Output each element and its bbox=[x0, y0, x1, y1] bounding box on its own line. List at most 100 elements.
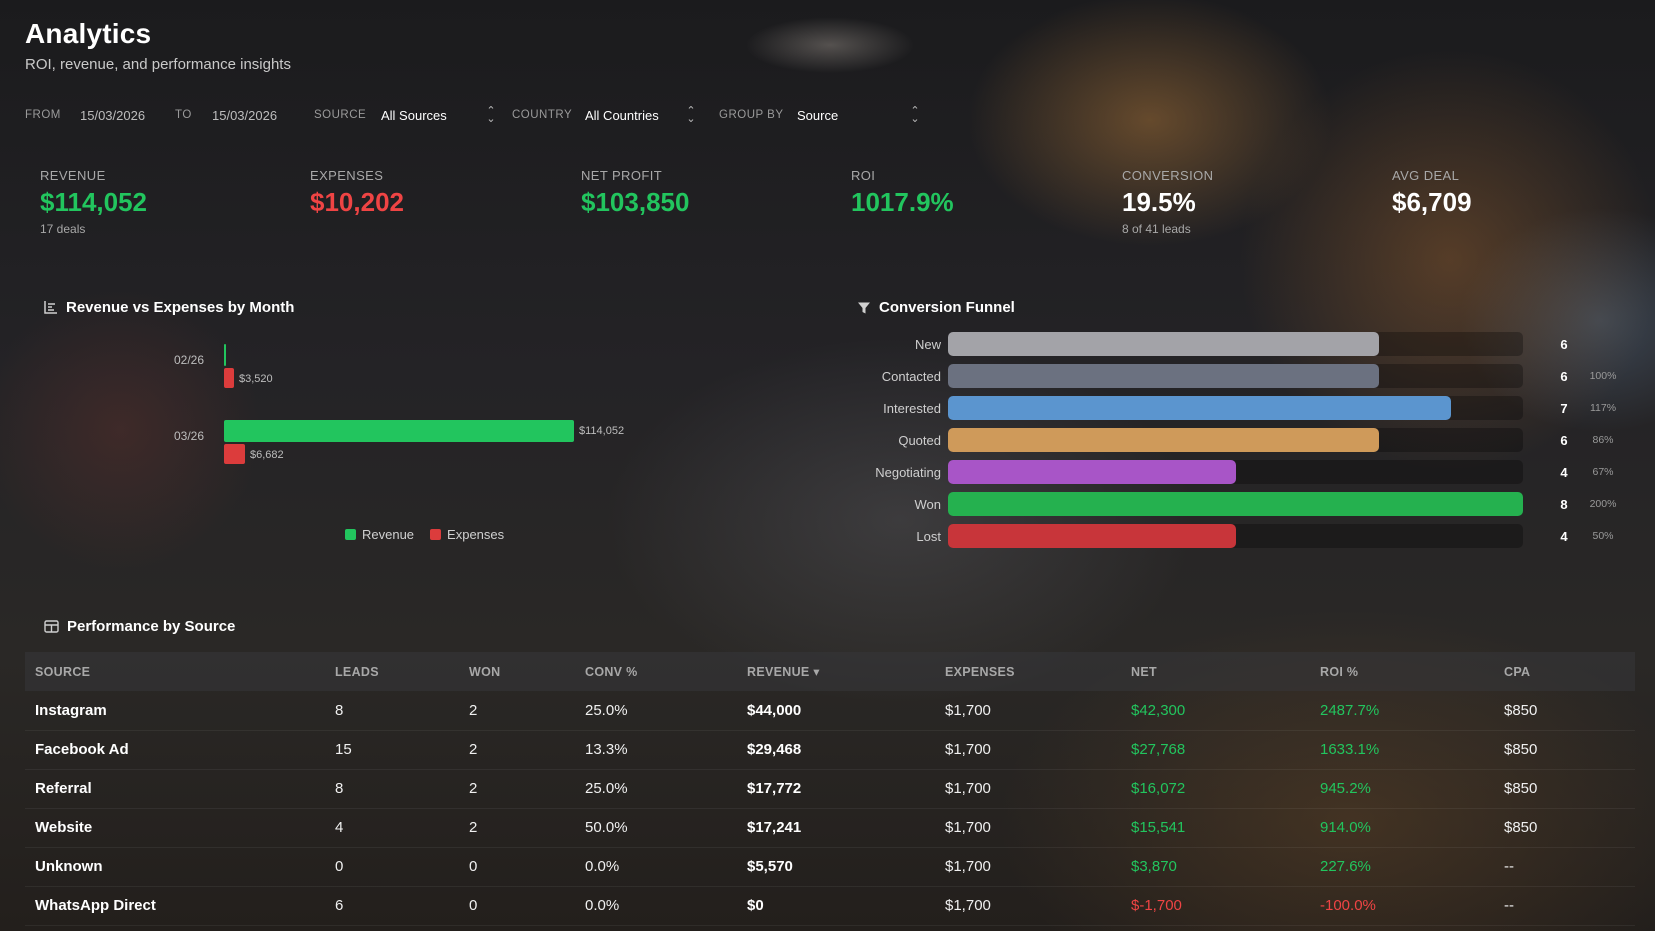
cell-roi: -100.0% bbox=[1310, 886, 1494, 926]
cell-net: $27,768 bbox=[1121, 730, 1310, 770]
column-header-roi[interactable]: ROI % bbox=[1320, 664, 1359, 679]
table-row[interactable]: Instagram 8 2 25.0% $44,000 $1,700 $42,3… bbox=[25, 691, 1635, 731]
legend-label: Revenue bbox=[362, 527, 415, 542]
kpi-sub: 17 deals bbox=[40, 222, 86, 236]
cell-cpa: $850 bbox=[1494, 730, 1635, 770]
column-header-source[interactable]: SOURCE bbox=[35, 664, 91, 679]
funnel-stage-lost[interactable]: Lost 4 50% bbox=[855, 524, 1625, 548]
country-select-chevron-icon[interactable]: ⌃ ⌄ bbox=[686, 105, 696, 125]
funnel-bar bbox=[948, 428, 1379, 452]
table-icon bbox=[44, 620, 59, 633]
kpi-roi: ROI 1017.9% bbox=[851, 168, 954, 218]
page-subtitle: ROI, revenue, and performance insights bbox=[25, 56, 291, 73]
column-header-won[interactable]: WON bbox=[469, 664, 501, 679]
cell-revenue: $44,000 bbox=[737, 691, 935, 731]
expenses-bar[interactable] bbox=[224, 444, 245, 464]
kpi-label: AVG DEAL bbox=[1392, 168, 1460, 183]
kpi-revenue: REVENUE $114,052 17 deals bbox=[40, 168, 147, 236]
cell-expenses: $1,700 bbox=[935, 769, 1121, 809]
kpi-label: NET PROFIT bbox=[581, 168, 663, 183]
table-row[interactable]: WhatsApp Direct 6 0 0.0% $0 $1,700 $-1,7… bbox=[25, 886, 1635, 926]
cell-source: Instagram bbox=[25, 691, 325, 731]
table-row[interactable]: Facebook Ad 15 2 13.3% $29,468 $1,700 $2… bbox=[25, 730, 1635, 770]
bar-value-label: $114,052 bbox=[579, 425, 625, 437]
group-by-select[interactable]: Source bbox=[797, 108, 839, 123]
revenue-bar[interactable] bbox=[224, 344, 226, 366]
funnel-stage-label: Lost bbox=[916, 529, 941, 544]
source-select[interactable]: All Sources bbox=[381, 108, 447, 123]
kpi-conversion: CONVERSION 19.5% 8 of 41 leads bbox=[1122, 168, 1213, 236]
funnel-track bbox=[948, 460, 1523, 484]
from-date-input[interactable]: 15/03/2026 bbox=[80, 108, 146, 123]
legend-swatch-revenue bbox=[345, 529, 356, 540]
revenue-bar[interactable] bbox=[224, 420, 574, 442]
legend-swatch-expenses bbox=[430, 529, 442, 540]
cell-revenue: $5,570 bbox=[737, 847, 935, 887]
column-header-conv[interactable]: CONV % bbox=[585, 664, 638, 679]
source-label: SOURCE bbox=[314, 109, 367, 121]
cell-roi: 914.0% bbox=[1310, 808, 1494, 848]
cell-cpa: $850 bbox=[1494, 691, 1635, 731]
revenue-chart-header: Revenue vs Expenses by Month bbox=[43, 299, 294, 316]
funnel-track bbox=[948, 364, 1523, 388]
kpi-row: REVENUE $114,052 17 deals EXPENSES $10,2… bbox=[40, 168, 1600, 238]
cell-won: 0 bbox=[459, 886, 575, 926]
cell-roi: 1633.1% bbox=[1310, 730, 1494, 770]
funnel-stage-negotiating[interactable]: Negotiating 4 67% bbox=[855, 460, 1625, 484]
funnel-stage-count: 7 bbox=[1560, 401, 1568, 416]
funnel-stage-contacted[interactable]: Contacted 6 100% bbox=[855, 364, 1625, 388]
funnel-stage-count: 6 bbox=[1560, 337, 1568, 352]
cell-conv: 0.0% bbox=[575, 847, 737, 887]
funnel-stage-count: 8 bbox=[1560, 497, 1568, 512]
table-row[interactable]: Unknown 0 0 0.0% $5,570 $1,700 $3,870 22… bbox=[25, 847, 1635, 887]
table-row[interactable]: Referral 8 2 25.0% $17,772 $1,700 $16,07… bbox=[25, 769, 1635, 809]
kpi-avg-deal: AVG DEAL $6,709 bbox=[1392, 168, 1472, 218]
funnel-track bbox=[948, 428, 1523, 452]
kpi-value: 19.5% bbox=[1122, 187, 1196, 217]
funnel-track bbox=[948, 396, 1523, 420]
table-row[interactable]: Website 4 2 50.0% $17,241 $1,700 $15,541… bbox=[25, 808, 1635, 848]
cell-expenses: $1,700 bbox=[935, 691, 1121, 731]
funnel-header: Conversion Funnel bbox=[857, 299, 1015, 316]
cell-cpa: -- bbox=[1494, 847, 1635, 887]
bar-value-label: $6,682 bbox=[250, 449, 284, 461]
cell-conv: 13.3% bbox=[575, 730, 737, 770]
expenses-bar[interactable] bbox=[224, 368, 234, 388]
cell-leads: 8 bbox=[325, 769, 459, 809]
funnel-stage-quoted[interactable]: Quoted 6 86% bbox=[855, 428, 1625, 452]
cell-expenses: $1,700 bbox=[935, 847, 1121, 887]
column-header-net[interactable]: NET bbox=[1131, 664, 1157, 679]
cell-revenue: $29,468 bbox=[737, 730, 935, 770]
cell-revenue: $17,241 bbox=[737, 808, 935, 848]
funnel-track bbox=[948, 492, 1523, 516]
kpi-value: $114,052 bbox=[40, 187, 148, 217]
column-header-revenue[interactable]: REVENUE ▾ bbox=[747, 665, 820, 679]
month-label: 03/26 bbox=[174, 429, 205, 443]
bar-chart-icon bbox=[44, 301, 57, 314]
cell-source: Unknown bbox=[25, 847, 325, 887]
column-header-cpa[interactable]: CPA bbox=[1504, 664, 1531, 679]
funnel-stage-won[interactable]: Won 8 200% bbox=[855, 492, 1625, 516]
revenue-chart-title: Revenue vs Expenses by Month bbox=[66, 299, 295, 316]
cell-roi: 2487.7% bbox=[1310, 691, 1494, 731]
kpi-value: $6,709 bbox=[1392, 187, 1472, 217]
funnel-stage-interested[interactable]: Interested 7 117% bbox=[855, 396, 1625, 420]
cell-conv: 0.0% bbox=[575, 886, 737, 926]
column-header-leads[interactable]: LEADS bbox=[335, 664, 379, 679]
funnel-stage-count: 6 bbox=[1560, 369, 1568, 384]
country-select[interactable]: All Countries bbox=[585, 108, 659, 123]
cell-leads: 6 bbox=[325, 886, 459, 926]
kpi-value: 1017.9% bbox=[851, 187, 954, 217]
to-date-input[interactable]: 15/03/2026 bbox=[212, 108, 278, 123]
cell-conv: 25.0% bbox=[575, 691, 737, 731]
legend-item-expenses: Expenses bbox=[430, 527, 504, 542]
funnel-stage-new[interactable]: New 6 bbox=[855, 332, 1625, 356]
cell-revenue: $0 bbox=[737, 886, 935, 926]
source-select-chevron-icon[interactable]: ⌃ ⌄ bbox=[486, 105, 496, 125]
funnel-stage-percent: 86% bbox=[1592, 434, 1614, 446]
group-by-select-chevron-icon[interactable]: ⌃ ⌄ bbox=[910, 105, 920, 125]
cell-cpa: -- bbox=[1494, 886, 1635, 926]
column-header-expenses[interactable]: EXPENSES bbox=[945, 664, 1015, 679]
funnel-stage-count: 4 bbox=[1560, 529, 1568, 544]
kpi-label: EXPENSES bbox=[310, 168, 384, 183]
